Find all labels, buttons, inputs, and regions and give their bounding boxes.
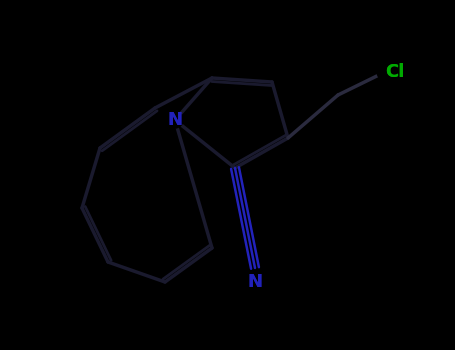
Circle shape	[377, 64, 393, 80]
Text: Cl: Cl	[385, 63, 404, 81]
Text: N: N	[248, 273, 263, 291]
Text: N: N	[167, 111, 182, 129]
Text: N: N	[167, 111, 182, 129]
Circle shape	[167, 112, 183, 128]
Text: Cl: Cl	[385, 63, 404, 81]
Text: N: N	[248, 273, 263, 291]
